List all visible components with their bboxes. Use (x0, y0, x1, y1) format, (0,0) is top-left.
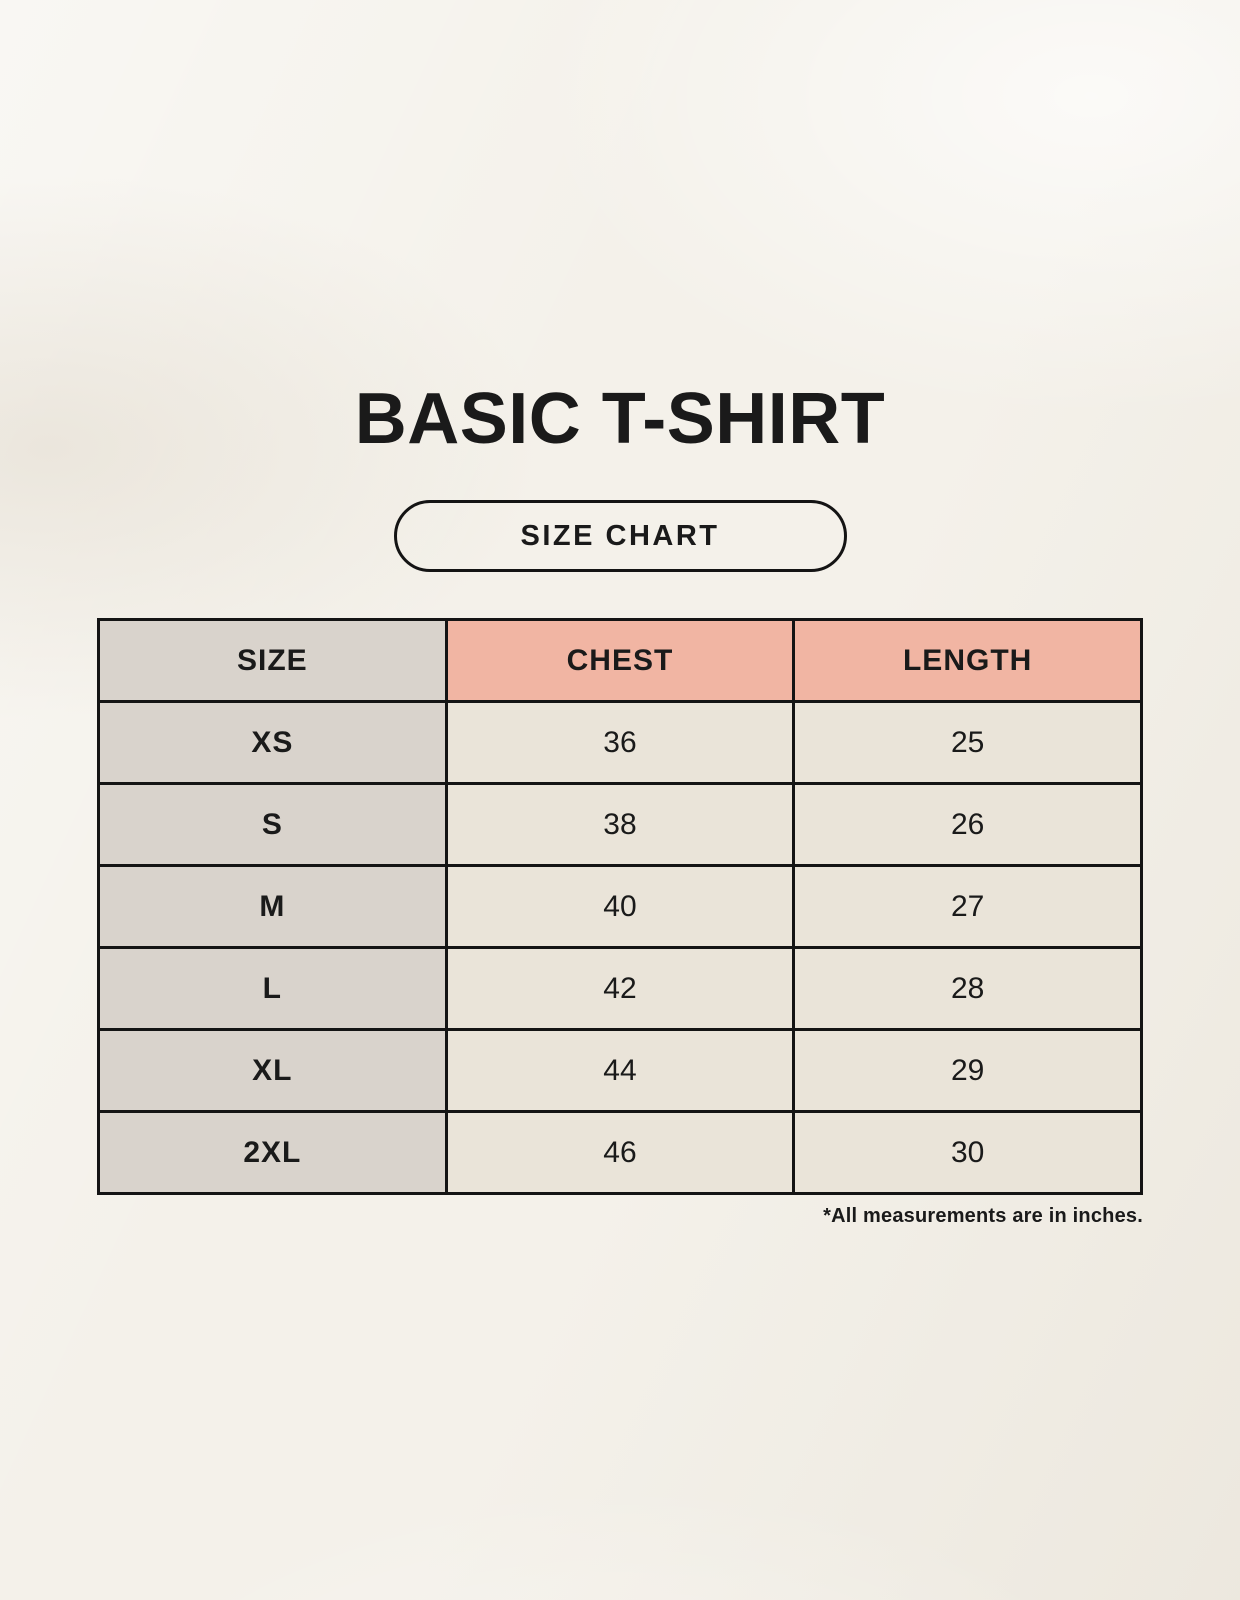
measurements-footnote: *All measurements are in inches. (823, 1205, 1143, 1227)
chest-value: 44 (444, 1028, 796, 1113)
chest-value: 42 (444, 946, 796, 1031)
column-header-size: SIZE (97, 618, 448, 703)
chest-value: 46 (444, 1110, 796, 1195)
size-label: 2XL (97, 1110, 448, 1195)
column-header-length: LENGTH (792, 618, 1143, 703)
table-row: M 40 27 (97, 864, 1143, 949)
column-header-chest: CHEST (444, 618, 796, 703)
size-label: XS (97, 700, 448, 785)
table-row: XS 36 25 (97, 700, 1143, 785)
length-value: 30 (792, 1110, 1143, 1195)
table-row: XL 44 29 (97, 1028, 1143, 1113)
size-label: L (97, 946, 448, 1031)
table-header-row: SIZE CHEST LENGTH (97, 618, 1143, 703)
size-chart-badge-container: SIZE CHART (0, 500, 1240, 572)
size-chart-badge[interactable]: SIZE CHART (393, 500, 847, 572)
chest-value: 36 (444, 700, 796, 785)
size-chart-table: SIZE CHEST LENGTH XS 36 25 S 38 26 M 40 … (97, 618, 1143, 1195)
chest-value: 40 (444, 864, 796, 949)
length-value: 26 (792, 782, 1143, 867)
length-value: 27 (792, 864, 1143, 949)
length-value: 25 (792, 700, 1143, 785)
length-value: 29 (792, 1028, 1143, 1113)
table-row: S 38 26 (97, 782, 1143, 867)
table-row: 2XL 46 30 (97, 1110, 1143, 1195)
chest-value: 38 (444, 782, 796, 867)
table-row: L 42 28 (97, 946, 1143, 1031)
length-value: 28 (792, 946, 1143, 1031)
size-label: M (97, 864, 448, 949)
size-label: XL (97, 1028, 448, 1113)
page-title: BASIC T-SHIRT (354, 379, 886, 459)
size-label: S (97, 782, 448, 867)
